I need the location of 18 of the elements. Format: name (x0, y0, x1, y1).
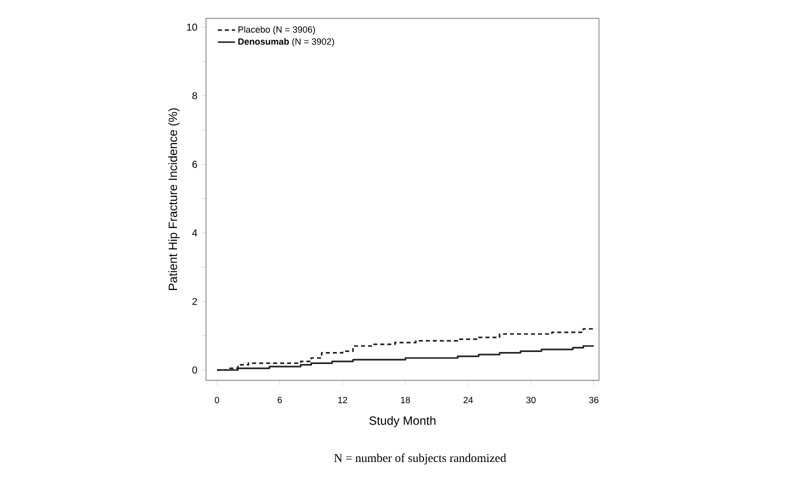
x-tick-label: 0 (214, 396, 220, 404)
x-tick-label: 30 (526, 396, 536, 404)
y-tick-label: 4 (192, 229, 198, 236)
legend-label: Denosumab (N = 3902) (238, 38, 334, 47)
x-tick-label: 18 (401, 396, 410, 404)
x-tick-label: 24 (464, 396, 473, 404)
x-tick-label: 6 (278, 396, 282, 404)
text: N = number of subjects randomized (334, 453, 506, 465)
x-axis-title: Study Month (369, 416, 436, 428)
legend-label: Placebo (N = 3906) (238, 26, 315, 34)
y-axis-title: Patient Hip Fracture Incidence (%) (168, 108, 180, 290)
y-tick-label: 2 (192, 298, 197, 305)
y-tick-label: 8 (192, 92, 198, 100)
x-tick-label: 36 (589, 396, 598, 404)
y-tick-label: 10 (187, 24, 198, 31)
y-tick-label: 0 (192, 366, 198, 374)
y-tick-label: 6 (192, 160, 198, 168)
x-tick-label: 12 (338, 396, 348, 404)
